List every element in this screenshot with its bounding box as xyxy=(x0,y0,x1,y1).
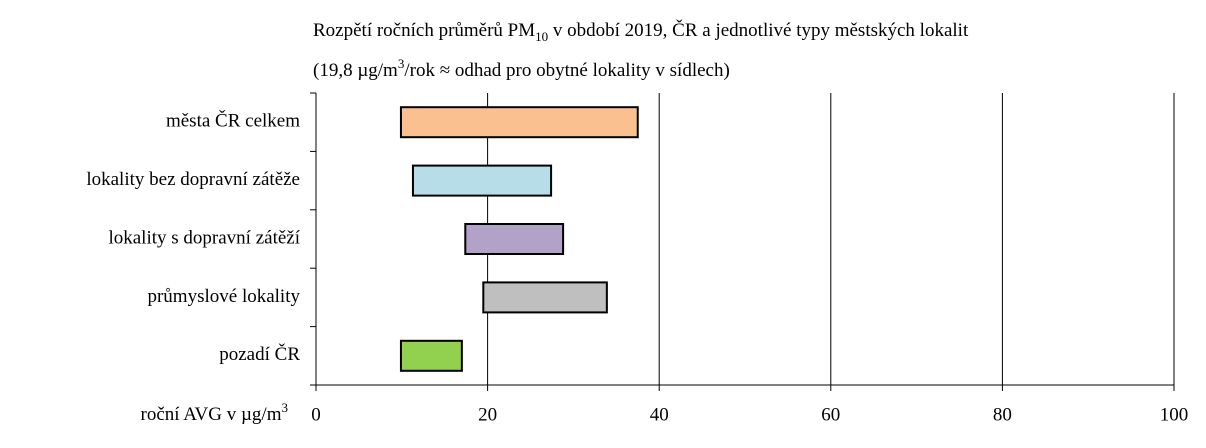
bar xyxy=(464,223,565,255)
y-tick-label: pozadí ČR xyxy=(219,343,300,365)
title-part: Rozpětí ročních průměrů PM xyxy=(313,20,535,41)
chart-title: Rozpětí ročních průměrů PM10 v období 20… xyxy=(313,19,969,44)
y-tick-label: lokality bez dopravní zátěže xyxy=(86,169,300,190)
y-tick-label: města ČR celkem xyxy=(166,110,300,132)
title-part: v období 2019, ČR a jednotlivé typy měst… xyxy=(548,19,969,41)
y-tick-label: lokality s dopravní zátěží xyxy=(108,227,300,248)
chart-subtitle: (19,8 µg/m3/rok ≈ odhad pro obytné lokal… xyxy=(313,56,730,81)
subtitle-part: (19,8 µg/m xyxy=(313,60,398,81)
x-tick-label: 20 xyxy=(478,404,497,425)
x-label-superscript: 3 xyxy=(282,400,289,415)
x-label-part: roční AVG v µg/m xyxy=(141,404,282,425)
bar xyxy=(399,339,463,372)
x-tick-label: 80 xyxy=(993,404,1012,425)
x-axis-label: roční AVG v µg/m3 xyxy=(141,400,288,425)
x-tick-label: 0 xyxy=(311,404,321,425)
x-tick-label: 100 xyxy=(1160,404,1189,425)
title-subscript: 10 xyxy=(535,29,548,44)
subtitle-superscript: 3 xyxy=(398,56,405,71)
bar xyxy=(411,164,553,197)
x-tick-label: 60 xyxy=(821,404,840,425)
x-tick-label: 40 xyxy=(650,404,669,425)
bar xyxy=(482,281,608,314)
y-tick-label: průmyslové lokality xyxy=(147,286,300,307)
bar xyxy=(399,106,639,139)
subtitle-part: /rok ≈ odhad pro obytné lokality v sídle… xyxy=(404,60,729,81)
